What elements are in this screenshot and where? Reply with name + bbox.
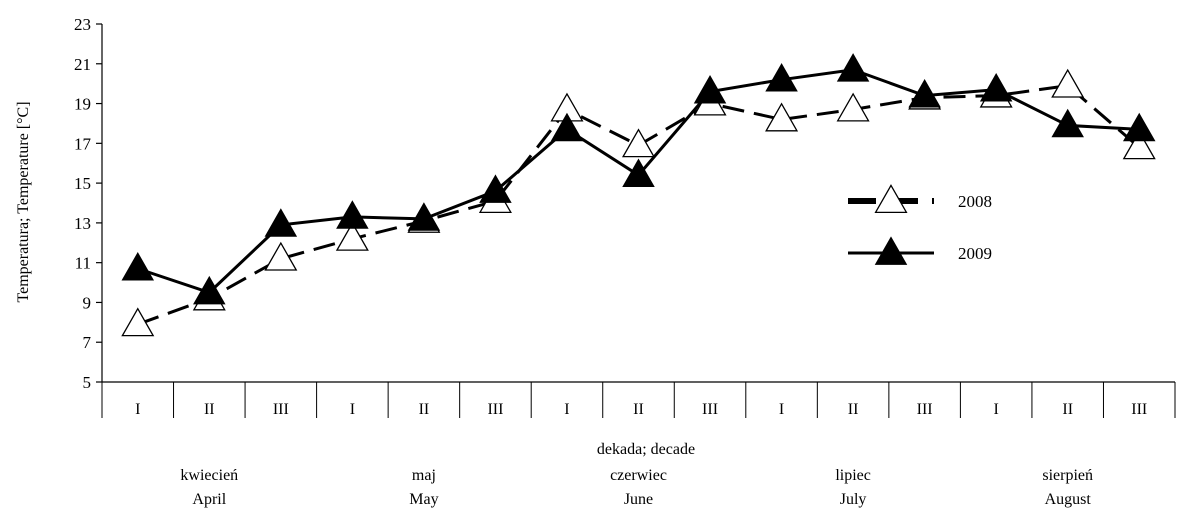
data-point-2009 <box>121 252 155 281</box>
month-label-en: April <box>192 491 226 508</box>
x-tick-label: I <box>350 401 355 418</box>
x-axis: I II III I II III I II III I II III I II III <box>101 381 1176 418</box>
data-point-2008 <box>1051 68 1085 98</box>
data-point-2008 <box>264 241 298 271</box>
x-tick-label: III <box>702 401 718 418</box>
data-point-2009 <box>622 158 655 187</box>
data-point-2009 <box>979 73 1013 102</box>
month-label-en: May <box>409 491 438 508</box>
data-point-2009 <box>407 202 441 231</box>
x-tick-label: III <box>917 401 933 418</box>
y-tick-label: 11 <box>75 254 91 273</box>
data-point-2008 <box>1122 130 1156 160</box>
y-tick-label: 9 <box>83 293 92 312</box>
x-axis-title: dekada; decade <box>597 441 695 458</box>
data-point-2008 <box>335 221 369 251</box>
data-point-2008 <box>765 102 799 132</box>
x-tick-label: III <box>273 401 289 418</box>
y-axis-title: Temperatura; Temperature [°C] <box>15 101 32 302</box>
y-tick-label: 21 <box>74 55 91 74</box>
legend-label-2008: 2008 <box>958 192 992 211</box>
y-tick-label: 23 <box>74 15 91 34</box>
month-label-en: August <box>1045 491 1092 508</box>
x-tick-label: II <box>1062 401 1073 418</box>
x-tick-label: III <box>1131 401 1147 418</box>
month-label-pl: sierpień <box>1042 467 1093 484</box>
month-label-pl: maj <box>412 467 436 484</box>
y-tick-label: 13 <box>74 214 91 233</box>
legend-label-2009: 2009 <box>958 244 992 263</box>
legend: 2008 2009 <box>848 184 992 265</box>
series-2008 <box>121 68 1156 337</box>
x-tick-label: I <box>135 401 140 418</box>
x-tick-label: II <box>633 401 644 418</box>
legend-marker-2008 <box>874 184 908 213</box>
data-point-2009 <box>1051 108 1084 138</box>
month-label-pl: kwiecień <box>180 467 238 484</box>
data-point-2009 <box>193 275 226 305</box>
y-tick-label: 5 <box>83 373 92 392</box>
data-point-2009 <box>1122 112 1156 142</box>
data-point-2009 <box>693 74 727 104</box>
x-tick-label: I <box>994 401 999 418</box>
y-tick-label: 7 <box>83 333 92 352</box>
month-label-pl: czerwiec <box>610 467 667 484</box>
legend-marker-2009 <box>874 236 908 265</box>
y-tick-label: 17 <box>74 134 92 153</box>
data-point-2009 <box>765 63 798 92</box>
data-point-2009 <box>836 53 870 82</box>
series-2009 <box>121 53 1156 305</box>
data-point-2009 <box>264 208 298 237</box>
x-tick-label: III <box>487 401 503 418</box>
data-point-2009 <box>336 200 369 229</box>
data-point-2008 <box>621 128 656 158</box>
month-label-en: June <box>624 491 653 508</box>
x-tick-label: II <box>848 401 859 418</box>
data-point-2008 <box>836 92 870 122</box>
month-label-pl: lipiec <box>835 467 871 484</box>
data-point-2008 <box>121 307 155 337</box>
data-point-2009 <box>550 112 584 142</box>
y-axis: 5 7 9 11 13 15 17 19 21 23 <box>74 15 103 392</box>
y-tick-label: 15 <box>74 174 91 193</box>
data-point-2009 <box>908 78 941 108</box>
month-labels: kwiecień April maj May czerwiec June lipiec Jul… <box>180 467 1093 508</box>
data-point-2009 <box>479 174 512 203</box>
y-tick-label: 19 <box>74 95 91 114</box>
series-layer <box>121 53 1156 337</box>
month-label-en: July <box>840 491 867 508</box>
x-tick-label: I <box>564 401 569 418</box>
x-tick-label: I <box>779 401 784 418</box>
x-tick-label: II <box>419 401 430 418</box>
x-tick-label: II <box>204 401 215 418</box>
